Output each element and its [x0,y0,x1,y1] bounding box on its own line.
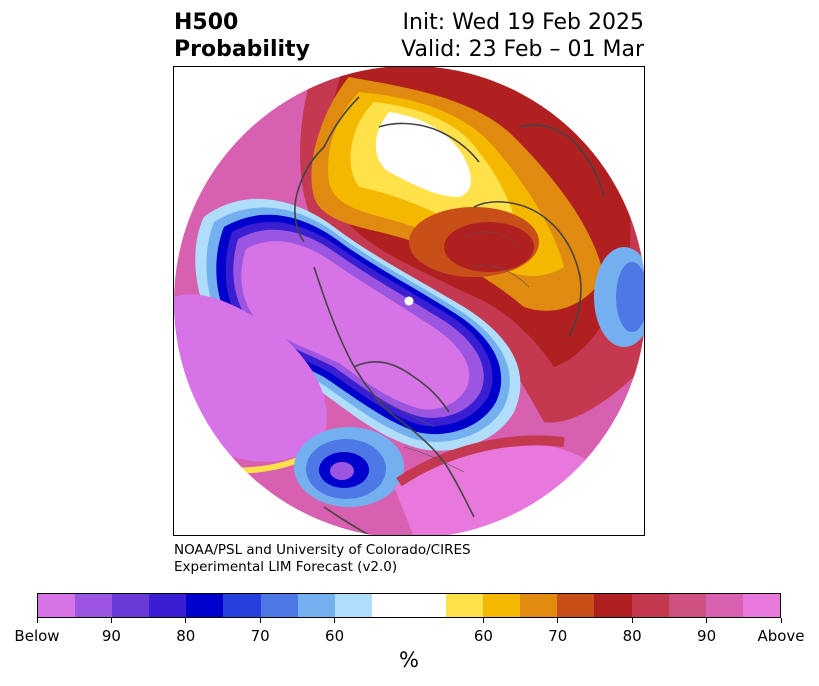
colorbar-tick-mark [482,618,484,623]
credit-line-2: Experimental LIM Forecast (v2.0) [174,559,398,575]
title-variable: H500 [174,10,239,35]
polar-projection-map [174,67,644,535]
colorbar-segment [594,594,632,617]
colorbar-tick-mark [706,618,708,623]
colorbar-tick-label: Above [757,627,805,645]
colorbar-segment [371,594,447,617]
above-normal-east-band [396,435,565,487]
colorbar-segment [223,594,261,617]
colorbar-tick-label: 70 [250,627,270,645]
colorbar-tick-label: 90 [101,627,121,645]
north-pole-marker [404,296,414,306]
colorbar-segment [38,594,76,617]
above-normal-red-core [444,222,534,272]
coastlines [294,96,605,535]
colorbar-tick-mark [334,618,336,623]
below-normal-strong [241,241,470,410]
near-normal-white [375,112,471,197]
colorbar-tick-label: 60 [473,627,493,645]
credit-text: NOAA/PSL and University of Colorado/CIRE… [174,542,471,576]
colorbar-segment [446,594,484,617]
below-normal-atlantic-core [616,262,644,332]
below-normal-west [174,294,327,462]
colorbar-segment [260,594,298,617]
colorbar-tick-mark [259,618,261,623]
probability-map [173,66,645,536]
colorbar-segment [520,594,558,617]
colorbar-segment [186,594,224,617]
colorbar-tick-label: 60 [325,627,345,645]
colorbar-segment [75,594,113,617]
colorbar-segment [297,594,335,617]
valid-range: Valid: 23 Feb – 01 Mar [401,37,644,62]
colorbar-tick-mark [185,618,187,623]
credit-line-1: NOAA/PSL and University of Colorado/CIRE… [174,542,471,558]
colorbar-tick-label: 80 [176,627,196,645]
forecast-dates: Init: Wed 19 Feb 2025 Valid: 23 Feb – 01… [401,9,644,63]
colorbar-segment [112,594,150,617]
init-date: Init: Wed 19 Feb 2025 [402,10,644,35]
colorbar-segment [557,594,595,617]
colorbar-tick-mark [780,618,782,623]
colorbar-tick-label: 80 [622,627,642,645]
colorbar [37,593,781,618]
title-type: Probability [174,37,310,62]
colorbar-tick-label: Below [14,627,60,645]
colorbar-segment [483,594,521,617]
colorbar-tick-mark [36,618,38,623]
colorbar-tick-mark [631,618,633,623]
below-normal-sw-center [330,462,354,480]
colorbar-tick-mark [557,618,559,623]
colorbar-tick-label: 70 [548,627,568,645]
colorbar-tick-mark [110,618,112,623]
colorbar-tick-label: 90 [697,627,717,645]
chart-title: H500 Probability [174,9,310,63]
colorbar-segment [742,594,780,617]
colorbar-segment [705,594,743,617]
colorbar-segment [334,594,372,617]
colorbar-unit: % [399,648,419,672]
colorbar-segment [149,594,187,617]
colorbar-segment [631,594,669,617]
colorbar-segment [668,594,706,617]
